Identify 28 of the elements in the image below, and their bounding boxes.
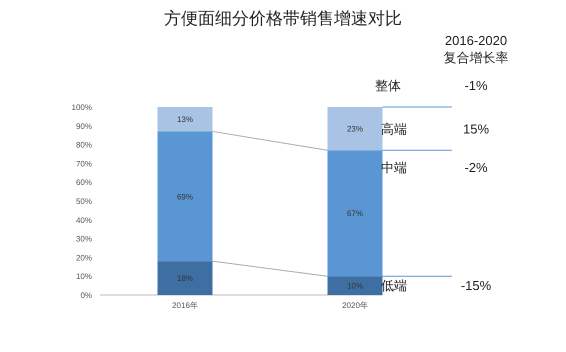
chart-title: 方便面细分价格带销售增速对比: [164, 9, 402, 28]
y-tick-label: 60%: [76, 178, 92, 188]
x-tick-label: 2020年: [342, 301, 368, 310]
data-label: 13%: [176, 115, 194, 124]
text: 复合增长率: [444, 50, 508, 65]
data-label: 23%: [346, 124, 364, 134]
y-tick-label: 40%: [76, 216, 92, 225]
text: 整体: [375, 78, 401, 93]
data-label: 18%: [176, 274, 194, 284]
y-tick-label: 30%: [76, 234, 92, 244]
y-tick-label: 20%: [76, 253, 92, 262]
text: -15%: [460, 278, 492, 293]
text: -2%: [464, 160, 488, 176]
text: -1%: [464, 78, 488, 93]
y-tick-label: 50%: [76, 197, 92, 206]
y-tick-label: 90%: [76, 122, 92, 131]
data-label: 10%: [346, 282, 364, 291]
y-tick-label: 0%: [80, 291, 92, 300]
data-label: 67%: [346, 209, 364, 218]
y-tick-label: 70%: [76, 159, 92, 168]
data-label: 69%: [176, 192, 194, 202]
text: 15%: [462, 122, 490, 137]
y-tick-label: 80%: [76, 140, 92, 150]
x-tick-label: 2016年: [172, 301, 198, 310]
text: 2016-2020: [444, 33, 508, 48]
y-tick-label: 10%: [76, 272, 92, 282]
y-tick-label: 100%: [72, 103, 92, 112]
series-label: 高端: [381, 122, 407, 137]
